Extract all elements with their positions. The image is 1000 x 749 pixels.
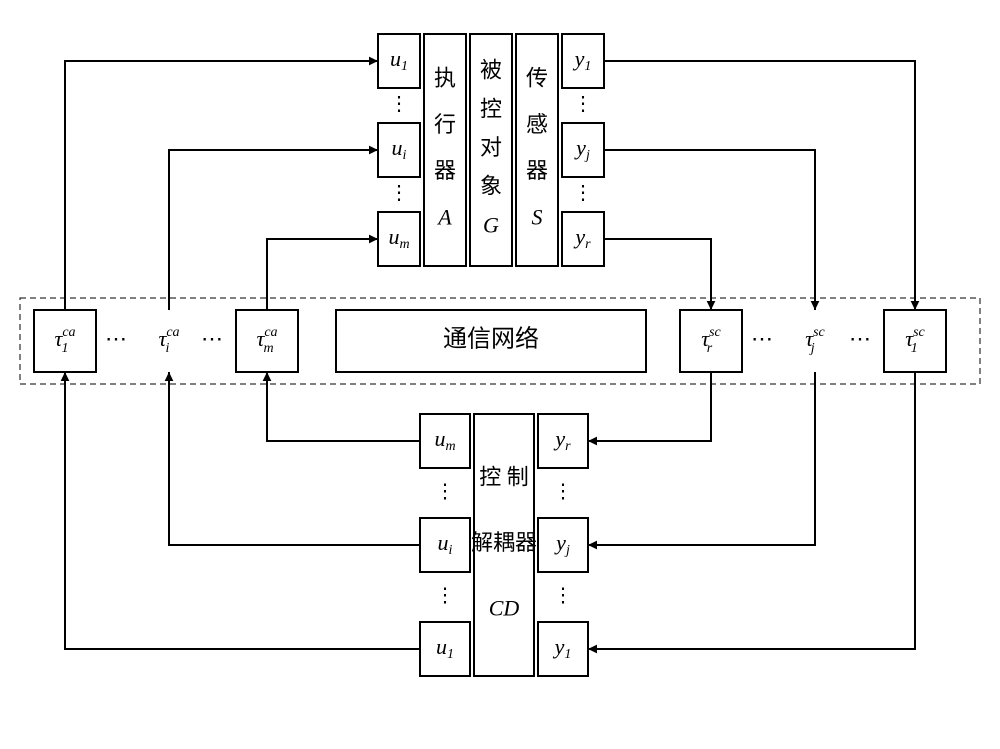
svg-text:⋯: ⋯ [201, 326, 223, 351]
svg-text:执: 执 [434, 65, 456, 90]
svg-text:器: 器 [434, 158, 456, 183]
svg-text:被: 被 [480, 58, 502, 83]
svg-text:S: S [532, 205, 543, 230]
svg-text:⋮: ⋮ [435, 481, 455, 503]
svg-text:⋮: ⋮ [389, 182, 409, 204]
svg-text:行: 行 [434, 112, 456, 137]
svg-text:⋮: ⋮ [553, 585, 573, 607]
svg-text:传: 传 [526, 65, 548, 90]
svg-text:对: 对 [480, 135, 502, 160]
svg-text:⋯: ⋯ [849, 326, 871, 351]
svg-text:⋮: ⋮ [435, 585, 455, 607]
svg-text:τcai: τcai [158, 325, 179, 356]
svg-text:通信网络: 通信网络 [443, 326, 539, 353]
svg-text:G: G [483, 212, 499, 237]
svg-text:器: 器 [526, 158, 548, 183]
svg-text:A: A [436, 205, 452, 230]
svg-text:⋯: ⋯ [105, 326, 127, 351]
svg-text:τscj: τscj [805, 325, 825, 356]
svg-text:⋮: ⋮ [573, 182, 593, 204]
svg-text:解耦器: 解耦器 [471, 530, 537, 555]
svg-text:控 制: 控 制 [479, 465, 529, 490]
svg-text:⋮: ⋮ [553, 481, 573, 503]
svg-text:感: 感 [526, 112, 548, 137]
svg-text:控: 控 [480, 96, 502, 121]
svg-text:⋮: ⋮ [389, 93, 409, 115]
svg-text:象: 象 [480, 174, 502, 199]
svg-text:⋮: ⋮ [573, 93, 593, 115]
svg-text:CD: CD [489, 596, 520, 621]
svg-text:⋯: ⋯ [751, 326, 773, 351]
